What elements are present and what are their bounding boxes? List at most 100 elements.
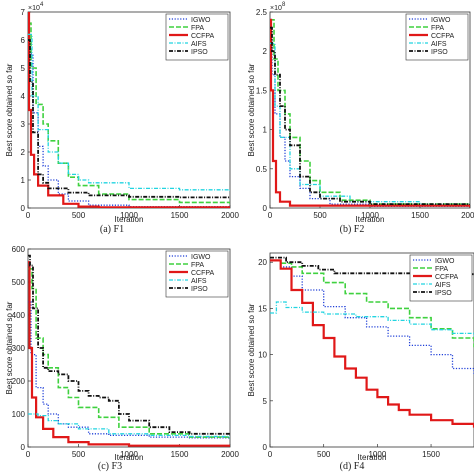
y-tick-label: 0.5 — [256, 165, 268, 174]
legend-label-igwo: IGWO — [431, 17, 451, 24]
y-tick-label: 10 — [258, 351, 267, 360]
legend-box — [165, 250, 229, 298]
legend-label-igwo: IGWO — [191, 17, 211, 24]
y-tick-label: 15 — [258, 304, 267, 313]
legend-label-aifs: AIFS — [191, 278, 207, 285]
y-tick-label: 0 — [263, 204, 268, 213]
series-line-ipso — [28, 39, 230, 199]
x-tick-label: 2000 — [221, 211, 239, 220]
legend-label-aifs: AIFS — [435, 282, 451, 289]
chart-panel-2: 0 0.5 1 1.5 2 2.5 0 500 1000 1500 2000 ×108 Best sco… — [247, 2, 474, 235]
y-tick-label: 6 — [21, 36, 26, 45]
y-tick-label: 2 — [21, 148, 26, 157]
x-tick-label: 1500 — [171, 211, 189, 220]
chart-panel-3: 0 100 200 300 400 500 600 0 500 1000 1500 2000 Best … — [5, 245, 239, 472]
y-tick-label: 200 — [12, 377, 26, 386]
y-axis-label: Best score obtained so far — [247, 303, 256, 396]
series-line-igwo — [28, 42, 230, 208]
y-multiplier: ×10 — [28, 5, 40, 12]
x-tick-label: 0 — [26, 211, 31, 220]
x-axis-label: Iteration — [115, 215, 144, 224]
y-axis-label: Best score obtained so far — [247, 63, 256, 156]
legend-label-ipso: IPSO — [191, 49, 208, 56]
panel-caption: (a) F1 — [100, 224, 124, 235]
x-tick-label: 2000 — [221, 450, 239, 459]
y-tick-label: 0 — [21, 443, 26, 452]
x-tick-label: 0 — [26, 450, 31, 459]
legend-label-igwo: IGWO — [191, 254, 211, 261]
legend-label-ccfpa: CCFPA — [431, 33, 455, 40]
x-tick-label: 0 — [268, 450, 273, 459]
y-tick-label: 0 — [263, 443, 268, 452]
y-multiplier-exponent: 8 — [282, 2, 286, 8]
series-line-ipso — [28, 254, 230, 436]
x-tick-label: 500 — [313, 211, 327, 220]
x-tick-label: 500 — [72, 450, 86, 459]
series-group — [270, 18, 470, 208]
y-tick-label: 3 — [21, 120, 26, 129]
y-tick-label: 300 — [12, 344, 26, 353]
x-tick-label: 0 — [268, 211, 273, 220]
legend-label-aifs: AIFS — [431, 41, 447, 48]
series-line-fpa — [28, 22, 230, 204]
series-group — [28, 12, 230, 208]
y-multiplier: ×10 — [270, 5, 282, 12]
x-tick-label: 1000 — [368, 450, 386, 459]
x-tick-label: 1000 — [361, 211, 379, 220]
legend-label-fpa: FPA — [191, 262, 204, 269]
x-axis-label: Iteration — [356, 215, 385, 224]
legend-label-fpa: FPA — [191, 25, 204, 32]
x-tick-label: 1500 — [411, 211, 429, 220]
legend-label-aifs: AIFS — [191, 41, 207, 48]
x-tick-label: 1000 — [120, 211, 138, 220]
y-tick-label: 5 — [263, 397, 268, 406]
legend-label-ipso: IPSO — [431, 49, 448, 56]
x-tick-label: 2000 — [461, 211, 474, 220]
legend-label-igwo: IGWO — [435, 258, 455, 265]
y-tick-label: 100 — [12, 410, 26, 419]
y-tick-label: 2 — [263, 47, 268, 56]
x-axis-label: Iteration — [358, 453, 387, 462]
legend-label-ccfpa: CCFPA — [191, 270, 215, 277]
y-tick-label: 1 — [263, 126, 268, 135]
legend-box — [409, 254, 473, 302]
legend-box — [165, 13, 229, 61]
y-tick-label: 7 — [21, 8, 26, 17]
panel-caption: (b) F2 — [340, 224, 365, 235]
series-group — [28, 254, 230, 447]
series-line-aifs — [28, 413, 230, 438]
legend-label-fpa: FPA — [435, 266, 448, 273]
series-line-ccfpa — [270, 18, 470, 208]
legend-label-ccfpa: CCFPA — [435, 274, 459, 281]
y-tick-label: 600 — [12, 245, 26, 254]
y-axis-label: Best score obtained so far — [5, 63, 14, 156]
series-line-aifs — [270, 301, 474, 337]
y-tick-label: 500 — [12, 278, 26, 287]
panel-caption: (c) F3 — [98, 461, 122, 472]
x-tick-label: 500 — [72, 211, 86, 220]
y-tick-label: 1.5 — [256, 86, 268, 95]
chart-panel-4: 0 5 10 15 20 0 500 1000 1500 Best score obtained … — [247, 252, 474, 472]
y-tick-label: 4 — [21, 92, 26, 101]
panel-caption: (d) F4 — [340, 461, 365, 472]
series-line-fpa — [28, 268, 230, 439]
legend-label-fpa: FPA — [431, 25, 444, 32]
legend-label-ccfpa: CCFPA — [191, 33, 215, 40]
series-line-ipso — [270, 26, 470, 205]
x-tick-label: 1500 — [422, 450, 440, 459]
legend-box — [405, 13, 469, 61]
y-tick-label: 20 — [258, 258, 267, 267]
legend-label-ipso: IPSO — [191, 286, 208, 293]
x-tick-label: 500 — [317, 450, 331, 459]
series-line-aifs — [270, 42, 470, 205]
y-multiplier-exponent: 4 — [40, 2, 44, 8]
y-tick-label: 2.5 — [256, 8, 268, 17]
y-axis-label: Best score obtained so far — [5, 301, 14, 394]
y-tick-label: 1 — [21, 176, 26, 185]
x-tick-label: 1500 — [171, 450, 189, 459]
legend-label-ipso: IPSO — [435, 290, 452, 297]
x-axis-label: Iteration — [115, 453, 144, 462]
